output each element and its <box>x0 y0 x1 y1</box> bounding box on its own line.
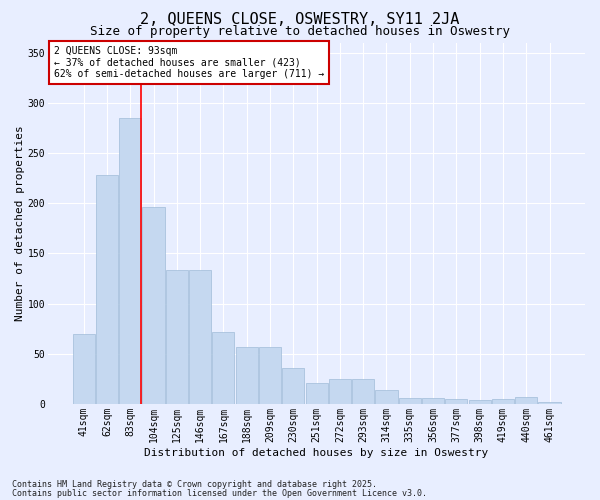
Bar <box>166 270 188 404</box>
Bar <box>352 379 374 404</box>
Bar <box>259 346 281 404</box>
Y-axis label: Number of detached properties: Number of detached properties <box>15 126 25 321</box>
Bar <box>515 397 538 404</box>
Bar <box>142 207 164 404</box>
Bar <box>329 379 351 404</box>
Bar <box>305 383 328 404</box>
Bar <box>236 346 258 404</box>
Text: 2 QUEENS CLOSE: 93sqm
← 37% of detached houses are smaller (423)
62% of semi-det: 2 QUEENS CLOSE: 93sqm ← 37% of detached … <box>53 46 324 80</box>
Bar <box>445 399 467 404</box>
Bar <box>492 399 514 404</box>
Bar <box>422 398 444 404</box>
Bar <box>189 270 211 404</box>
Text: Contains HM Land Registry data © Crown copyright and database right 2025.: Contains HM Land Registry data © Crown c… <box>12 480 377 489</box>
Bar <box>212 332 235 404</box>
Bar <box>73 334 95 404</box>
Bar <box>119 118 141 404</box>
Text: Contains public sector information licensed under the Open Government Licence v3: Contains public sector information licen… <box>12 488 427 498</box>
X-axis label: Distribution of detached houses by size in Oswestry: Distribution of detached houses by size … <box>145 448 489 458</box>
Text: Size of property relative to detached houses in Oswestry: Size of property relative to detached ho… <box>90 25 510 38</box>
Bar <box>376 390 398 404</box>
Text: 2, QUEENS CLOSE, OSWESTRY, SY11 2JA: 2, QUEENS CLOSE, OSWESTRY, SY11 2JA <box>140 12 460 28</box>
Bar <box>96 175 118 404</box>
Bar <box>282 368 304 404</box>
Bar <box>538 402 560 404</box>
Bar <box>469 400 491 404</box>
Bar <box>399 398 421 404</box>
